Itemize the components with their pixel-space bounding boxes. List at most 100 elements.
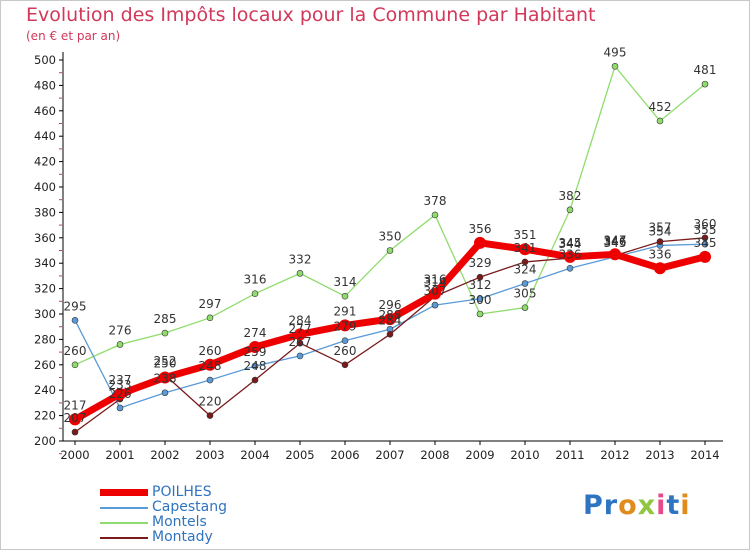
data-label-montady: 314 [424,275,447,289]
logo-letter: x [637,490,657,521]
data-label-montels: 314 [334,275,357,289]
chart-subtitle: (en € et par an) [26,29,121,43]
data-point-poilhes [564,250,576,263]
x-tick-label: 2001 [105,448,134,462]
data-label-capestang: 312 [469,278,492,292]
x-tick-label: 2013 [645,448,674,462]
data-label-capestang: 288 [379,308,402,322]
data-point-montels [566,206,574,214]
data-label-capestang: 279 [334,320,357,334]
data-point-poilhes [114,388,126,401]
data-point-capestang [116,404,124,412]
data-point-capestang [521,280,529,287]
y-tick-label: 360 [34,231,56,245]
data-point-poilhes [249,341,261,354]
legend-item-capestang: Capestang [100,500,227,515]
logo-letter: i [680,490,691,521]
data-point-montels [116,341,124,348]
data-label-montady: 284 [379,313,402,327]
data-label-poilhes: 260 [199,344,222,358]
data-label-montels: 260 [64,344,87,358]
x-tick-label: 2011 [555,448,584,462]
data-label-capestang: 355 [694,223,717,237]
data-point-montady [521,258,529,266]
data-point-montady [476,273,484,281]
data-point-montels [701,80,709,88]
data-label-montady: 357 [649,221,672,235]
data-label-montady: 260 [334,344,357,358]
x-tick-label: 2008 [420,448,449,462]
data-label-montels: 332 [289,252,312,266]
data-point-montady [341,361,349,369]
y-tick-label: 380 [34,205,56,219]
data-label-montady: 341 [514,241,537,255]
data-label-poilhes: 336 [649,247,672,261]
data-label-capestang: 295 [64,299,87,313]
x-tick-label: 2000 [60,448,89,462]
data-point-poilhes [474,236,486,249]
data-point-poilhes [384,313,396,326]
data-label-montady: 360 [694,217,717,231]
data-label-montels: 382 [559,189,582,203]
legend-swatch [100,489,148,496]
legend-label: Montels [152,514,207,530]
data-label-poilhes: 345 [694,236,717,250]
data-label-montady: 220 [199,395,222,409]
data-point-montels [161,329,169,337]
x-tick-label: 2012 [600,448,629,462]
data-point-capestang [566,264,574,272]
data-label-poilhes: 250 [154,357,177,371]
data-label-montels: 300 [469,293,492,307]
x-tick-label: 2005 [285,448,314,462]
legend-label: Montady [152,529,213,545]
data-label-capestang: 354 [649,224,672,238]
legend-item-poilhes: POILHES [100,485,212,500]
data-label-poilhes: 274 [244,326,267,340]
data-label-montels: 481 [694,63,717,77]
legend-label: Capestang [152,499,227,515]
data-label-capestang: 324 [514,263,537,277]
data-label-montels: 285 [154,312,177,326]
x-tick-label: 2003 [195,448,224,462]
data-point-montels [71,361,79,369]
data-point-poilhes [429,287,441,300]
data-label-montels: 378 [424,194,447,208]
data-label-capestang: 267 [289,335,312,349]
data-point-montady [656,238,664,245]
data-point-capestang [431,301,439,309]
x-tick-label: 2007 [375,448,404,462]
data-point-poilhes [204,358,216,371]
data-point-capestang [341,337,349,344]
data-label-poilhes: 217 [64,398,87,412]
data-label-montady: 329 [469,256,492,270]
y-tick-label: 480 [34,78,56,92]
y-tick-label: 220 [34,409,56,423]
data-point-montels [656,117,664,125]
y-tick-label: 500 [34,53,56,67]
legend-swatch [100,506,148,509]
data-label-poilhes: 316 [424,273,447,287]
logo-letter: r [603,490,619,521]
x-tick-label: 2006 [330,448,359,462]
logo-letter: o [618,490,638,521]
data-label-montady: 207 [64,411,87,425]
data-point-montady [386,331,394,338]
data-label-poilhes: 296 [379,298,402,312]
data-point-poilhes [699,250,711,263]
data-label-capestang: 226 [109,387,132,401]
data-label-montels: 276 [109,323,132,337]
data-label-montels: 297 [199,297,222,311]
data-point-montels [521,304,529,311]
chart-title: Evolution des Impôts locaux pour la Comm… [26,4,596,26]
legend-swatch [100,536,148,539]
proxiti-logo: Proxiti [583,490,691,521]
data-label-poilhes: 351 [514,228,537,242]
data-point-poilhes [339,319,351,332]
data-label-montady: 346 [604,235,627,249]
logo-letter: P [583,490,604,521]
data-point-montels [206,314,214,322]
x-tick-label: 2009 [465,448,494,462]
data-label-poilhes: 356 [469,222,492,236]
data-label-capestang: 248 [199,359,222,373]
y-tick-label: 260 [34,358,56,372]
